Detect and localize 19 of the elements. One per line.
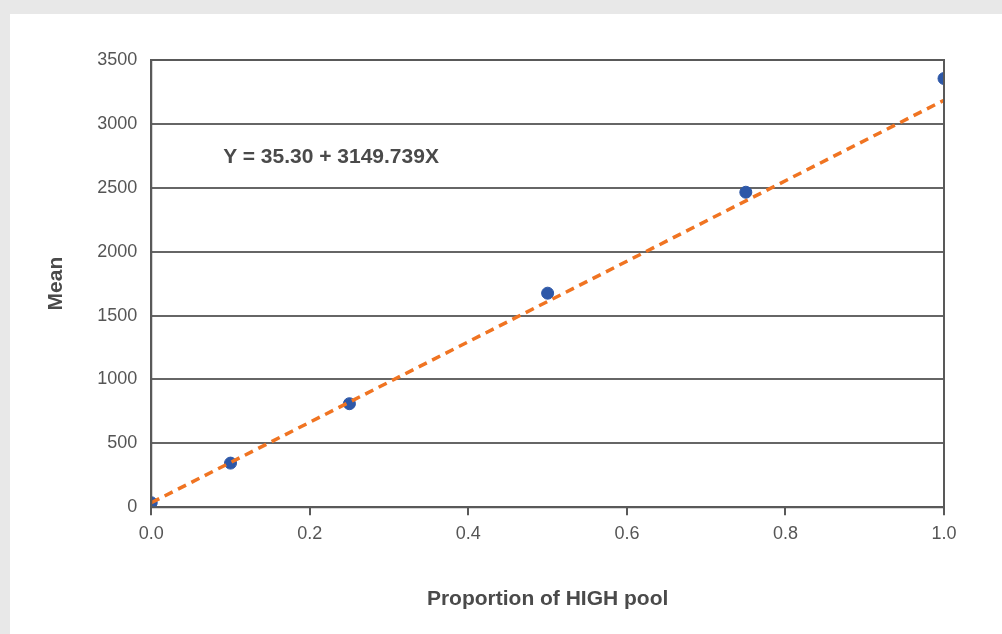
y-tick-label: 3000 — [97, 112, 138, 133]
x-tick-label: 0.6 — [614, 522, 640, 543]
y-tick-label: 0 — [127, 496, 138, 517]
point — [541, 286, 555, 300]
annotation: Y = 35.30 + 3149.739X — [223, 143, 439, 167]
y-axis-title: Mean — [43, 256, 67, 311]
y-tick-label: 2000 — [97, 240, 138, 261]
x-tick-label: 0.8 — [772, 522, 798, 543]
y-tick-label: 500 — [107, 432, 138, 453]
x-tick-label: 0.4 — [455, 522, 481, 543]
x-axis-title: Proportion of HIGH pool — [426, 586, 669, 610]
y-tick-label: 1500 — [97, 304, 138, 325]
x-tick-label: 1.0 — [931, 522, 957, 543]
point — [739, 185, 753, 199]
y-tick-label: 3500 — [97, 48, 138, 69]
x-tick-label: 0.0 — [138, 522, 164, 543]
x-tick-label: 0.2 — [297, 522, 323, 543]
y-tick-label: 2500 — [97, 176, 138, 197]
y-tick-label: 1000 — [97, 368, 138, 389]
